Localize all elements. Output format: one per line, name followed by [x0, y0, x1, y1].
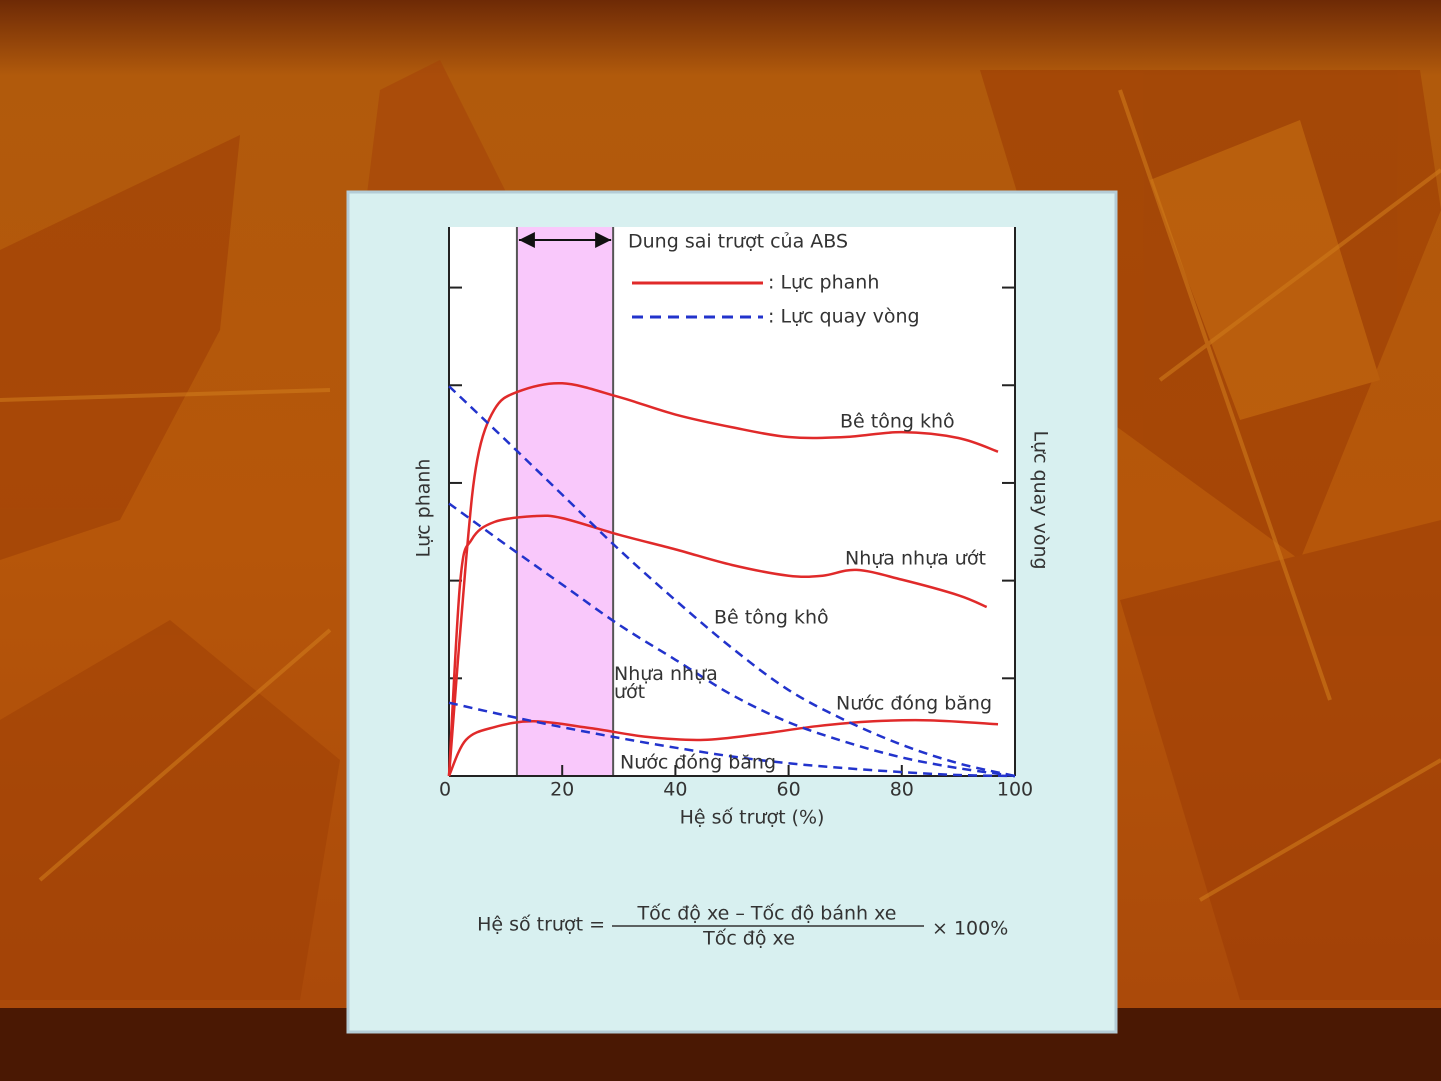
series-line: [448, 701, 1016, 778]
x-tick-label: 60: [777, 779, 801, 801]
curve-label: Nhựa nhựa ướt: [845, 548, 986, 570]
series-line: [447, 718, 999, 777]
x-tick-label: 40: [663, 779, 687, 801]
formula-denominator: Tốc độ xe: [702, 928, 795, 950]
curve-label: Bê tông khô: [714, 607, 829, 629]
x-tick-label: 0: [439, 779, 451, 801]
x-tick-label: 20: [550, 779, 574, 801]
curve-label: Nước đóng băng: [836, 693, 992, 715]
abs-label: Dung sai trượt của ABS: [628, 231, 848, 253]
formula-numerator: Tốc độ xe – Tốc độ bánh xe: [637, 903, 897, 925]
x-tick-label: 100: [997, 779, 1033, 801]
series-line: [447, 382, 999, 777]
formula-lhs: Hệ số trượt =: [477, 914, 605, 936]
curve-label-box: Nhựa nhựa ướt: [614, 665, 718, 703]
legend-label: : Lực quay vòng: [768, 306, 920, 328]
curve-label: Nước đóng băng: [620, 752, 776, 774]
abs-band: [516, 227, 614, 776]
series-line: [448, 502, 1016, 778]
y2-axis-label: Lực quay vòng: [1030, 430, 1052, 569]
series-line: [447, 514, 988, 777]
curve-label: Nhựa nhựa ướt: [614, 665, 718, 703]
series-line: [448, 385, 1016, 778]
curve-label: Bê tông khô: [840, 411, 955, 433]
legend-label: : Lực phanh: [768, 272, 879, 294]
formula-factor: × 100%: [932, 918, 1008, 940]
y-axis-label: Lực phanh: [413, 459, 435, 558]
band-layer: [515, 227, 615, 776]
leaf-veins: [0, 89, 1441, 902]
x-tick-label: 80: [890, 779, 914, 801]
x-axis-label: Hệ số trượt (%): [680, 807, 825, 829]
